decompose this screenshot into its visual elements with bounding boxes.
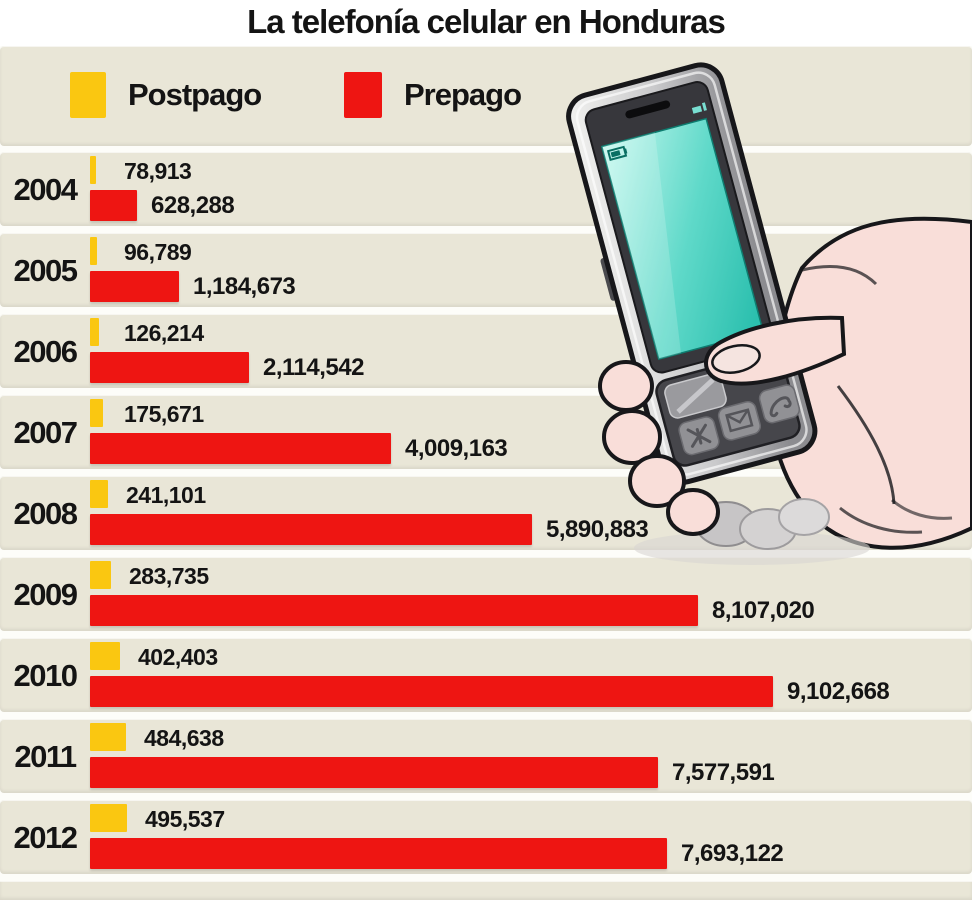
table-row: 2006 126,214 2,114,542 (0, 314, 972, 388)
postpago-bar (90, 156, 96, 184)
year-label: 2007 (13, 415, 78, 450)
year-label: 2009 (13, 577, 78, 612)
table-row: 2004 78,913 628,288 (0, 152, 972, 226)
prepago-bar (90, 757, 658, 788)
year-label: 2004 (13, 172, 78, 207)
table-row: 2010 402,403 9,102,668 (0, 638, 972, 712)
legend: Postpago Prepago (0, 46, 972, 146)
prepago-bar (90, 433, 391, 464)
prepago-value: 1,184,673 (193, 273, 296, 300)
postpago-value: 241,101 (126, 482, 206, 508)
table-row: 2012 495,537 7,693,122 (0, 800, 972, 874)
table-row: 2008 241,101 5,890,883 (0, 476, 972, 550)
prepago-legend-label: Prepago (404, 77, 522, 112)
year-label: 2010 (13, 658, 78, 693)
postpago-value: 96,789 (124, 239, 192, 265)
table-row: 2005 96,789 1,184,673 (0, 233, 972, 307)
prepago-value: 9,102,668 (787, 678, 890, 705)
prepago-bar (90, 838, 667, 869)
year-label: 2006 (13, 334, 78, 369)
prepago-value: 7,577,591 (672, 759, 775, 786)
prepago-value: 628,288 (151, 192, 235, 219)
prepago-bar (90, 514, 532, 545)
postpago-bar (90, 561, 111, 589)
table-row: 2007 175,671 4,009,163 (0, 395, 972, 469)
postpago-value: 495,537 (145, 806, 225, 832)
postpago-bar (90, 318, 99, 346)
prepago-bar (90, 595, 698, 626)
prepago-bar (90, 676, 773, 707)
postpago-value: 78,913 (124, 158, 192, 184)
postpago-value: 175,671 (124, 401, 204, 427)
table-row: 2011 484,638 7,577,591 (0, 719, 972, 793)
year-label: 2008 (13, 496, 78, 531)
postpago-bar (90, 804, 127, 832)
prepago-bar (90, 352, 249, 383)
prepago-swatch (344, 72, 382, 118)
postpago-legend-label: Postpago (128, 77, 262, 112)
prepago-value: 2,114,542 (263, 354, 364, 381)
postpago-bar (90, 480, 108, 508)
year-label: 2005 (13, 253, 78, 288)
postpago-bar (90, 399, 103, 427)
year-label: 2011 (14, 739, 77, 774)
postpago-value: 484,638 (144, 725, 224, 751)
prepago-bar (90, 190, 137, 221)
page-title: La telefonía celular en Honduras (0, 0, 972, 46)
footer-strip (0, 881, 972, 900)
table-row: 2009 283,735 8,107,020 (0, 557, 972, 631)
prepago-bar (90, 271, 179, 302)
prepago-value: 4,009,163 (405, 435, 508, 462)
prepago-value: 5,890,883 (546, 516, 649, 543)
postpago-bar (90, 642, 120, 670)
postpago-value: 402,403 (138, 644, 218, 670)
prepago-value: 8,107,020 (712, 597, 815, 624)
postpago-swatch (70, 72, 106, 118)
postpago-bar (90, 237, 97, 265)
postpago-bar (90, 723, 126, 751)
postpago-value: 126,214 (124, 320, 204, 346)
year-label: 2012 (13, 820, 78, 855)
prepago-value: 7,693,122 (681, 840, 784, 867)
postpago-value: 283,735 (129, 563, 209, 589)
